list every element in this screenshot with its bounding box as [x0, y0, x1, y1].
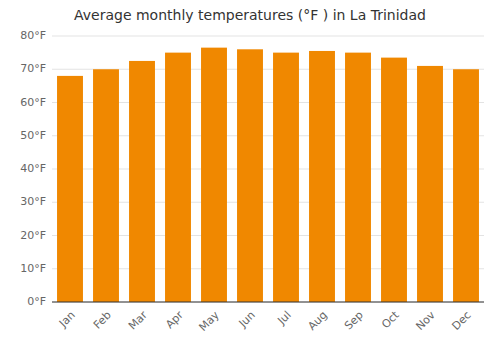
x-tick-label: Apr [163, 308, 186, 331]
bar [201, 48, 227, 302]
y-tick-label: 60°F [20, 96, 46, 109]
bar [381, 58, 407, 302]
y-tick-label: 30°F [20, 195, 46, 208]
bar [93, 69, 119, 302]
x-axis: Jan Feb Mar Apr May Jun Jul Aug Sep Oct Nov Dec [52, 302, 484, 334]
x-tick-label: Nov [413, 308, 438, 333]
x-tick-label: Feb [91, 309, 114, 332]
x-tick-label: Sep [342, 309, 366, 333]
y-tick-label: 0°F [27, 295, 46, 308]
bars [57, 48, 479, 302]
x-tick-label: Jun [236, 309, 258, 331]
x-tick-label: Oct [379, 308, 402, 331]
grid-line [52, 36, 484, 37]
x-tick-label: Aug [305, 309, 329, 333]
y-tick-label: 20°F [20, 229, 46, 242]
bar [345, 53, 371, 302]
title: Average monthly temperatures (°F ) in La… [74, 7, 426, 23]
chart-container: 0°F 10°F 20°F 30°F 40°F 50°F 60°F 70°F 80°F Jan Fe… [0, 0, 500, 350]
bar [165, 53, 191, 302]
x-tick-label: Dec [450, 309, 474, 333]
x-tick-label: Jan [56, 309, 78, 331]
grid [52, 36, 484, 302]
y-axis: 0°F 10°F 20°F 30°F 40°F 50°F 60°F 70°F 80°F [20, 29, 46, 308]
grid-line [52, 302, 484, 303]
y-tick-label: 80°F [20, 29, 46, 42]
chart-svg: 0°F 10°F 20°F 30°F 40°F 50°F 60°F 70°F 80°F Jan Fe… [0, 0, 500, 350]
x-tick-label: May [196, 308, 222, 334]
x-axis-line [52, 302, 484, 303]
bar [309, 51, 335, 302]
x-tick-label: Mar [126, 308, 150, 332]
bar [129, 61, 155, 302]
x-tick-label: Jul [274, 309, 293, 328]
bar [417, 66, 443, 302]
y-tick-label: 10°F [20, 262, 46, 275]
y-tick-label: 50°F [20, 129, 46, 142]
bar [453, 69, 479, 302]
y-tick-label: 70°F [20, 62, 46, 75]
bar [273, 53, 299, 302]
bar [57, 76, 83, 302]
y-tick-label: 40°F [20, 162, 46, 175]
bar [237, 49, 263, 302]
